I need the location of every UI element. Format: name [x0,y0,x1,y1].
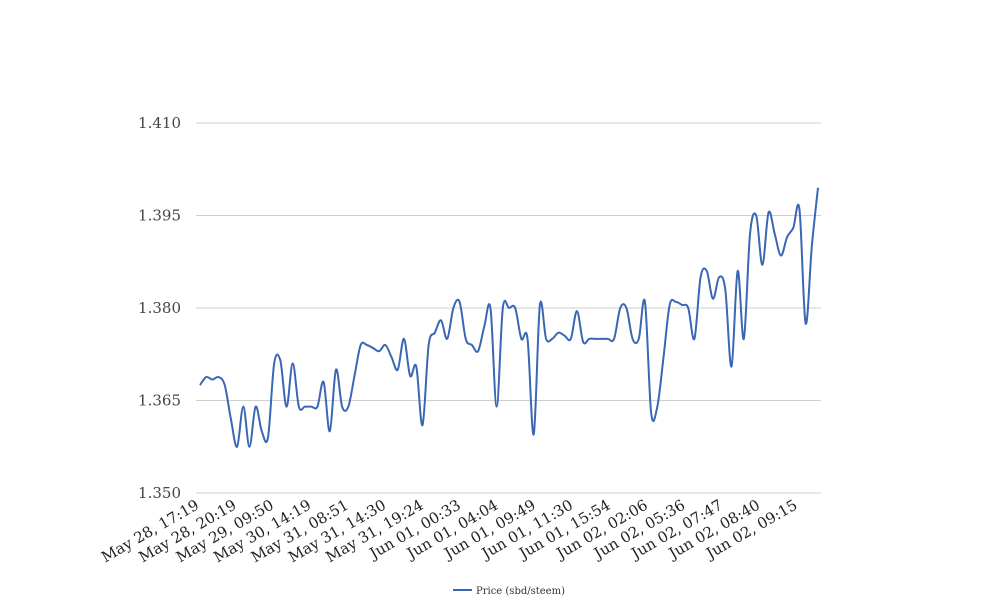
legend: Price (sbd/steem) [453,586,565,597]
y-tick-label: 1.350 [138,484,181,502]
y-tick-label: 1.365 [138,392,181,410]
series-layer [199,187,819,448]
series-line-price [199,187,819,448]
y-axis-ticks: 1.410 1.395 1.380 1.365 1.350 [138,114,181,502]
legend-label: Price (sbd/steem) [476,586,565,597]
y-tick-label: 1.410 [138,114,181,132]
y-tick-label: 1.395 [138,207,181,225]
y-tick-label: 1.380 [138,299,181,317]
